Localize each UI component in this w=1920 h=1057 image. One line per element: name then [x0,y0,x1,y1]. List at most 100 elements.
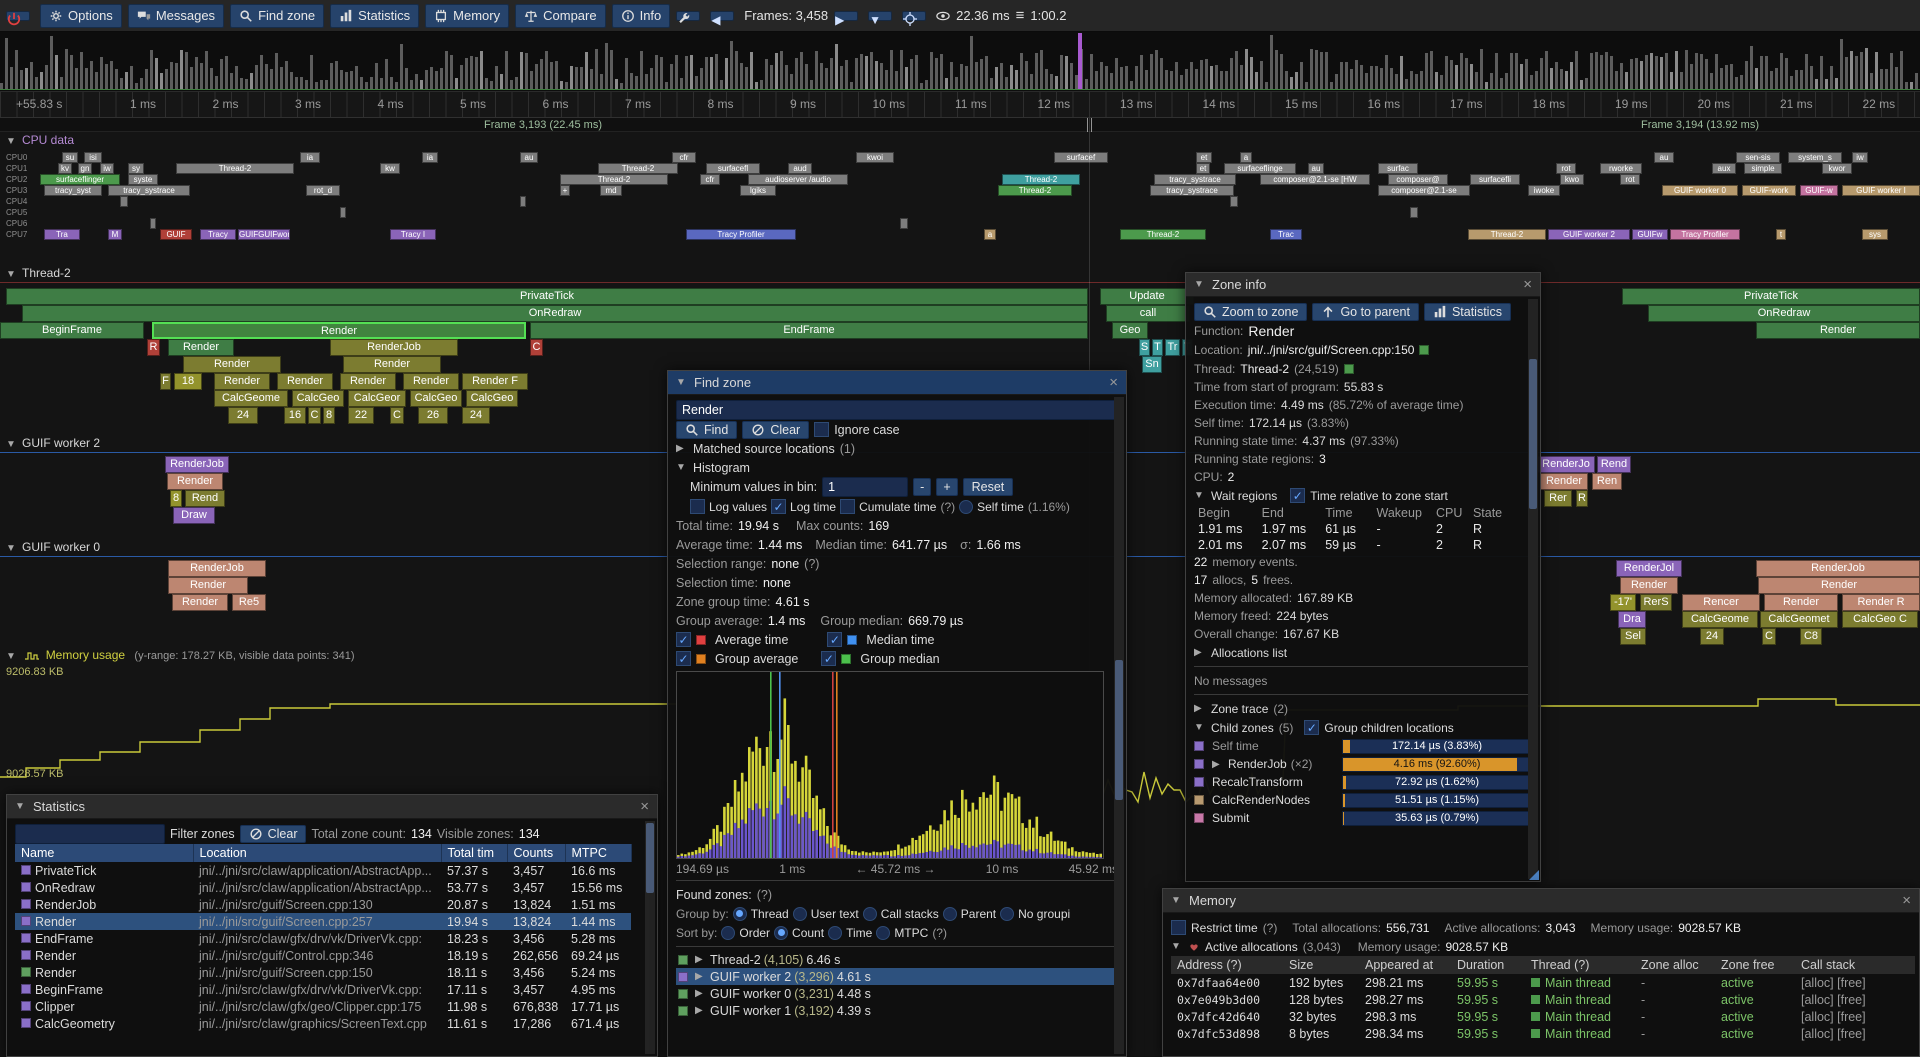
column-header-total-tim[interactable]: Total tim [441,844,508,862]
frame-bar[interactable] [1140,54,1143,89]
frame-bar[interactable] [535,63,538,89]
zone-surfacefl[interactable]: surfacefl [706,163,760,174]
frame-bar[interactable] [1595,51,1598,89]
frame-bar[interactable] [180,49,183,89]
frame-bar[interactable] [280,66,283,89]
frame-bar[interactable] [1760,56,1763,89]
next-frame-button[interactable]: ▶ [834,10,859,27]
frame-bar[interactable] [1655,55,1658,89]
column-header-call-stack[interactable]: Call stack [1795,956,1915,974]
memory-usage-header[interactable]: ▼ Memory usage (y-range: 178.27 KB, visi… [6,648,355,662]
zone-sen-sis[interactable]: sen-sis [1736,152,1780,163]
zone-r[interactable]: R [1576,490,1588,507]
frame-markers-row[interactable]: Frame 3,193 (22.45 ms) Frame 3,194 (13.9… [0,118,1920,132]
frame-bar[interactable] [1060,55,1063,89]
frame-bar[interactable] [545,50,548,89]
zone-guif[interactable]: GUIF [160,229,192,240]
tools-button[interactable] [676,10,701,23]
frame-bar[interactable] [1685,49,1688,89]
zone-sn[interactable]: Sn [1142,356,1162,373]
zone-c[interactable]: C [390,407,404,424]
frame-bar[interactable] [1310,48,1313,89]
frame-bar[interactable] [300,77,303,89]
clear-filter-button[interactable]: Clear [239,825,307,843]
table-row[interactable]: Render jni/../jni/src/guif/Control.cpp:34… [15,947,631,964]
column-header-end[interactable]: End [1261,506,1284,520]
zone-kwo[interactable]: kwo [1560,174,1584,185]
zone-c[interactable]: C [530,339,543,356]
frame-bar[interactable] [125,71,128,89]
zone-render[interactable]: Render [172,594,228,611]
zone-privatetick[interactable]: PrivateTick [1622,288,1920,305]
frame-bar[interactable] [1020,53,1023,89]
table-row[interactable]: 0x7dfaa64e00 192 bytes 298.21 ms 59.95 s Mai… [1177,975,1866,990]
sort-by-order-radio[interactable] [721,925,736,940]
frame-bar[interactable] [930,52,933,89]
frame-bar[interactable] [305,80,308,89]
zone-rend[interactable]: Rend [185,490,225,507]
frame-bar[interactable] [520,52,523,89]
frame-bar[interactable] [1035,52,1038,89]
frame-bar[interactable] [1385,55,1388,89]
close-icon[interactable]: × [640,798,649,815]
frame-bar[interactable] [70,55,73,89]
zone-rers[interactable]: RerS [1640,594,1672,611]
table-row[interactable]: RenderJob jni/../jni/src/guif/Screen.cpp:… [15,896,631,913]
zone-18[interactable]: 18 [174,373,202,390]
frame-bar[interactable] [1325,52,1328,89]
frame-bar[interactable] [50,35,53,89]
frame-bar[interactable] [615,79,618,89]
frame-bar[interactable] [910,59,913,89]
frame-bar[interactable] [1370,65,1373,89]
frame-bar[interactable] [1590,53,1593,89]
zone-iwoke[interactable]: iwoke [1528,185,1560,196]
frame-bar[interactable] [325,80,328,89]
frame-bar[interactable] [1665,53,1668,89]
frame-bar[interactable] [1345,61,1348,89]
zone-segment[interactable] [1230,196,1238,207]
frame-bar[interactable] [390,76,393,89]
zone-audioserver-audio[interactable]: audioserver /audio [748,174,848,185]
frame-bar[interactable] [965,65,968,89]
zone-renderjob[interactable]: RenderJob [1756,560,1920,577]
frame-bar[interactable] [1820,56,1823,89]
frame-bar[interactable] [1130,80,1133,89]
frame-bar[interactable] [1745,60,1748,89]
recenter-button[interactable] [902,10,927,26]
frame-bar[interactable] [985,56,988,89]
zone-thread[interactable]: Thread-2 [1240,361,1290,376]
frame-bar[interactable] [15,50,18,89]
zone-au[interactable]: au [1308,163,1324,174]
frame-bar[interactable] [450,55,453,89]
frame-bar[interactable] [115,68,118,89]
zone-lgiks[interactable]: lgiks [740,185,776,196]
relative-time-checkbox[interactable]: ✓ [1290,488,1306,503]
frame-bar[interactable] [785,65,788,89]
frame-bar[interactable] [630,72,633,89]
frame-bar[interactable] [560,81,563,89]
frame-bar[interactable] [75,67,78,89]
frame-bar[interactable] [815,51,818,89]
frame-bar[interactable] [445,51,448,89]
frame-bar[interactable] [1605,51,1608,89]
frame-bar[interactable] [1015,70,1018,89]
frame-bar[interactable] [1155,50,1158,89]
frame-bar[interactable] [60,76,63,89]
frame-bar[interactable] [455,78,458,89]
zone-iw[interactable]: iw [100,163,114,174]
zone-calcgeo-c[interactable]: CalcGeo C [1842,611,1918,628]
frame-bar[interactable] [1360,64,1363,89]
zone-guif-w[interactable]: GUIF-w [1800,185,1838,196]
column-header-address-[interactable]: Address (?) [1171,956,1283,974]
zone-thread-2[interactable]: Thread-2 [1002,174,1080,185]
zone-isi[interactable]: isi [84,152,102,163]
frame-bar[interactable] [1770,70,1773,89]
zone-c[interactable]: C [1762,628,1776,645]
find-button[interactable]: Find [676,420,738,439]
zone-24[interactable]: 24 [228,407,258,424]
table-row[interactable]: Clipper jni/../jni/src/claw/gfx/geo/Clipp… [15,998,631,1015]
frame-bar[interactable] [1420,70,1423,89]
frame-bar[interactable] [1620,62,1623,89]
frame-bar[interactable] [470,56,473,89]
frame-bar[interactable] [885,69,888,89]
